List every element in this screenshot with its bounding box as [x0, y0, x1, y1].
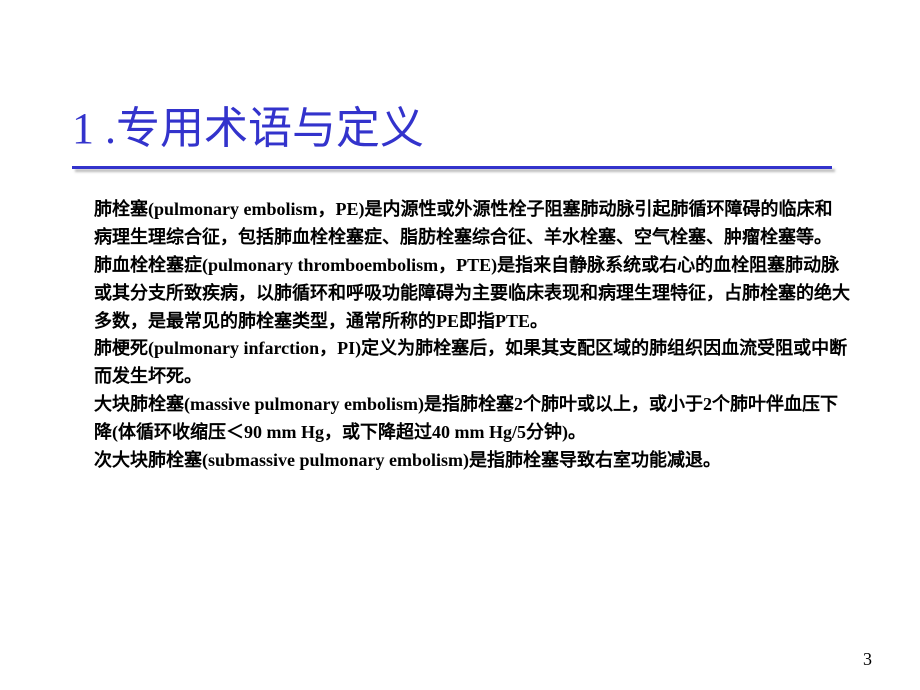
paragraph-2: 肺血栓栓塞症(pulmonary thromboembolism，PTE)是指来…	[94, 252, 850, 336]
slide-container: 1 .专用术语与定义 肺栓塞(pulmonary embolism，PE)是内源…	[0, 0, 920, 690]
title-container: 1 .专用术语与定义	[72, 92, 848, 169]
paragraph-3: 肺梗死(pulmonary infarction，PI)定义为肺栓塞后，如果其支…	[94, 335, 850, 391]
paragraph-4: 大块肺栓塞(massive pulmonary embolism)是指肺栓塞2个…	[94, 391, 850, 447]
content-body: 肺栓塞(pulmonary embolism，PE)是内源性或外源性栓子阻塞肺动…	[94, 196, 850, 475]
paragraph-5: 次大块肺栓塞(submassive pulmonary embolism)是指肺…	[94, 447, 850, 475]
paragraph-1: 肺栓塞(pulmonary embolism，PE)是内源性或外源性栓子阻塞肺动…	[94, 196, 850, 252]
slide-title: 1 .专用术语与定义	[72, 92, 848, 156]
title-underline	[72, 166, 832, 169]
page-number: 3	[863, 649, 872, 670]
